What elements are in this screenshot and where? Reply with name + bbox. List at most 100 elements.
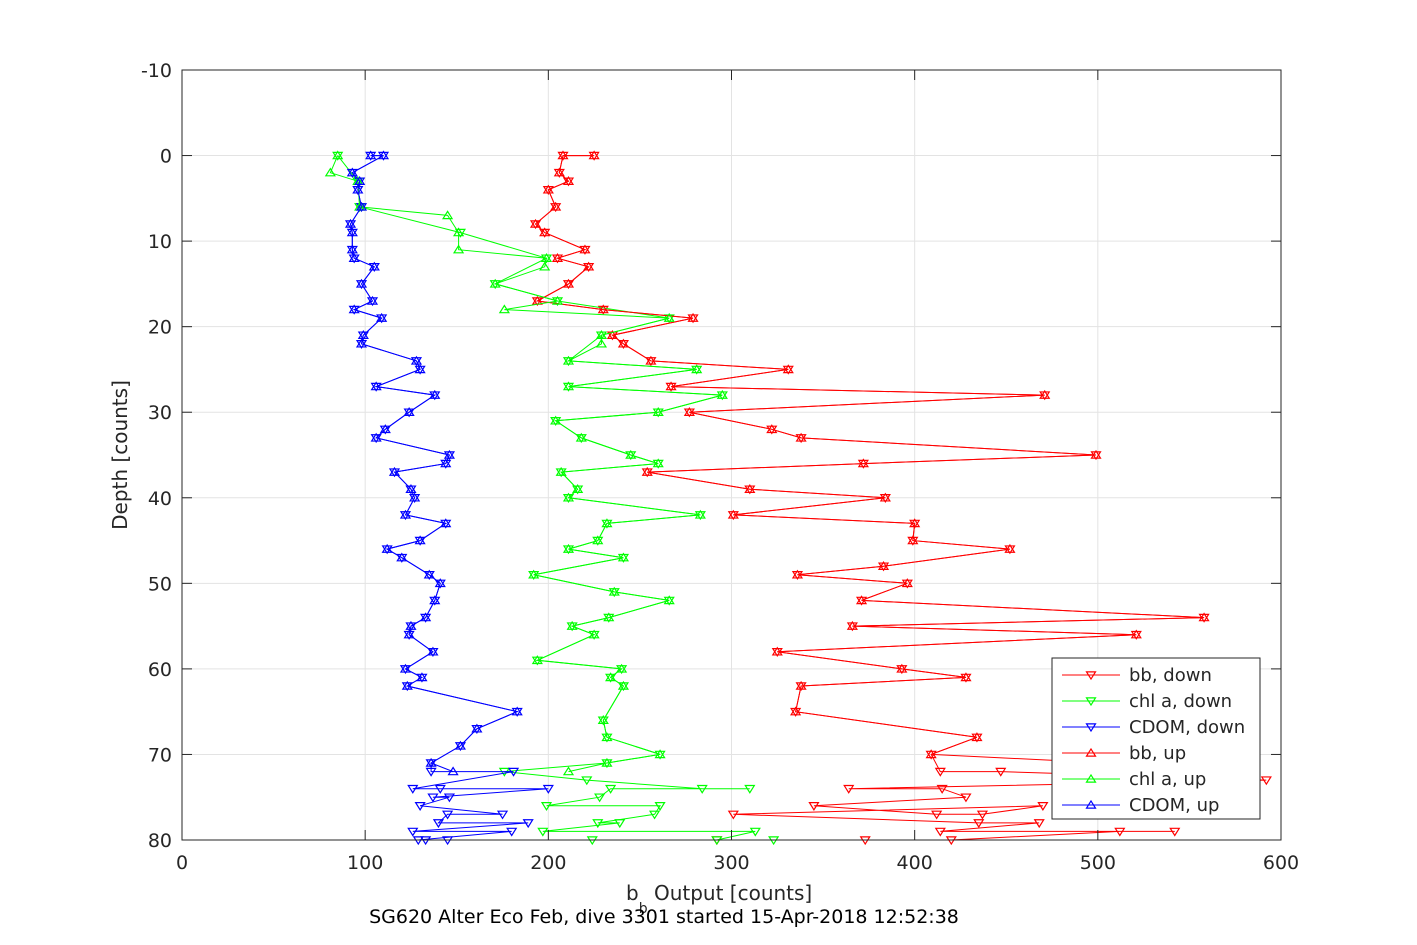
y-tick-label: 60 [148, 659, 172, 681]
data-point [366, 295, 379, 305]
data-point [605, 672, 617, 682]
data-point [377, 150, 390, 160]
x-axis-title: bb Output [counts] [626, 881, 812, 917]
x-tick-label: 0 [176, 852, 188, 874]
legend-label: bb, up [1129, 743, 1186, 764]
data-point [782, 364, 794, 374]
data-point [452, 227, 465, 237]
data-point [716, 389, 728, 399]
data-point [648, 810, 661, 820]
data-point [550, 201, 562, 211]
data-point [399, 509, 412, 519]
data-point [348, 304, 360, 314]
data-point [489, 278, 501, 288]
data-point [843, 784, 855, 794]
data-point [471, 723, 483, 733]
data-point [795, 680, 807, 690]
data-point [443, 793, 456, 803]
data-point [617, 552, 630, 562]
x-tick-label: 400 [897, 852, 933, 874]
y-tick-label: 10 [148, 231, 172, 253]
legend: bb, down chl a, down CDOM, down bb, up chl a… [1051, 657, 1261, 820]
data-point [416, 672, 428, 682]
x-axis-title-rest: Output [counts] [648, 881, 813, 905]
data-point [687, 312, 699, 322]
data-point [857, 458, 869, 468]
data-point [597, 304, 609, 314]
data-point [566, 620, 578, 630]
data-point [346, 167, 358, 177]
legend-marker [1085, 799, 1097, 809]
data-point [603, 612, 615, 622]
data-point [562, 766, 575, 776]
x-tick-label: 500 [1080, 852, 1116, 874]
data-point [562, 543, 575, 553]
data-point [496, 810, 509, 820]
data-point [443, 449, 456, 459]
series-4 [529, 150, 1210, 767]
data-point [346, 244, 358, 254]
data-point [594, 793, 606, 803]
data-point [539, 261, 551, 271]
y-tick-label: 20 [148, 317, 172, 339]
data-point [399, 663, 412, 673]
data-point [355, 278, 368, 288]
data-point [346, 227, 358, 237]
data-point [727, 509, 739, 519]
y-tick-label: -10 [141, 60, 172, 82]
data-point [442, 210, 454, 220]
data-point [376, 312, 388, 322]
data-point [507, 767, 520, 777]
y-tick-label: 70 [148, 744, 172, 766]
data-point [1130, 629, 1142, 639]
legend-label: chl a, down [1129, 691, 1232, 712]
data-point [934, 827, 946, 837]
data-point [808, 802, 820, 811]
data-point [381, 543, 393, 553]
data-point [562, 355, 575, 365]
x-tick-label: 300 [713, 852, 749, 874]
data-point [405, 484, 417, 493]
data-point [344, 218, 357, 228]
data-point [925, 749, 937, 759]
data-point [901, 578, 913, 588]
data-point [427, 793, 439, 803]
legend-marker [1085, 723, 1097, 733]
data-point [498, 304, 510, 314]
data-point [766, 424, 778, 434]
data-point [744, 484, 756, 493]
data-point [354, 176, 366, 185]
data-point [540, 802, 553, 811]
data-point [357, 330, 369, 339]
legend-marker [1085, 697, 1097, 707]
data-point [432, 819, 445, 829]
data-point [614, 819, 626, 829]
y-axis-title: Depth [counts] [108, 380, 132, 530]
data-point [663, 595, 675, 605]
data-point [396, 552, 408, 562]
data-point [855, 595, 868, 605]
data-point [936, 784, 948, 794]
series-line [349, 155, 519, 773]
data-point [540, 253, 553, 262]
data-point [409, 492, 421, 502]
data-point [550, 415, 562, 425]
y-tick-label: 50 [148, 573, 172, 595]
data-point [1114, 827, 1126, 837]
legend-box [1051, 657, 1261, 820]
data-point [414, 535, 426, 545]
ticks [181, 69, 1282, 841]
data-point [608, 586, 620, 596]
data-point [447, 766, 459, 776]
legend-label: chl a, up [1129, 769, 1206, 790]
legend-label: bb, down [1129, 665, 1212, 686]
data-point [663, 312, 675, 322]
data-point [791, 569, 804, 579]
data-point [601, 518, 613, 528]
data-point [562, 176, 575, 185]
data-point [1033, 819, 1045, 829]
data-point [592, 535, 604, 545]
data-point [1198, 612, 1210, 622]
data-point [454, 740, 466, 750]
data-point [896, 663, 908, 673]
